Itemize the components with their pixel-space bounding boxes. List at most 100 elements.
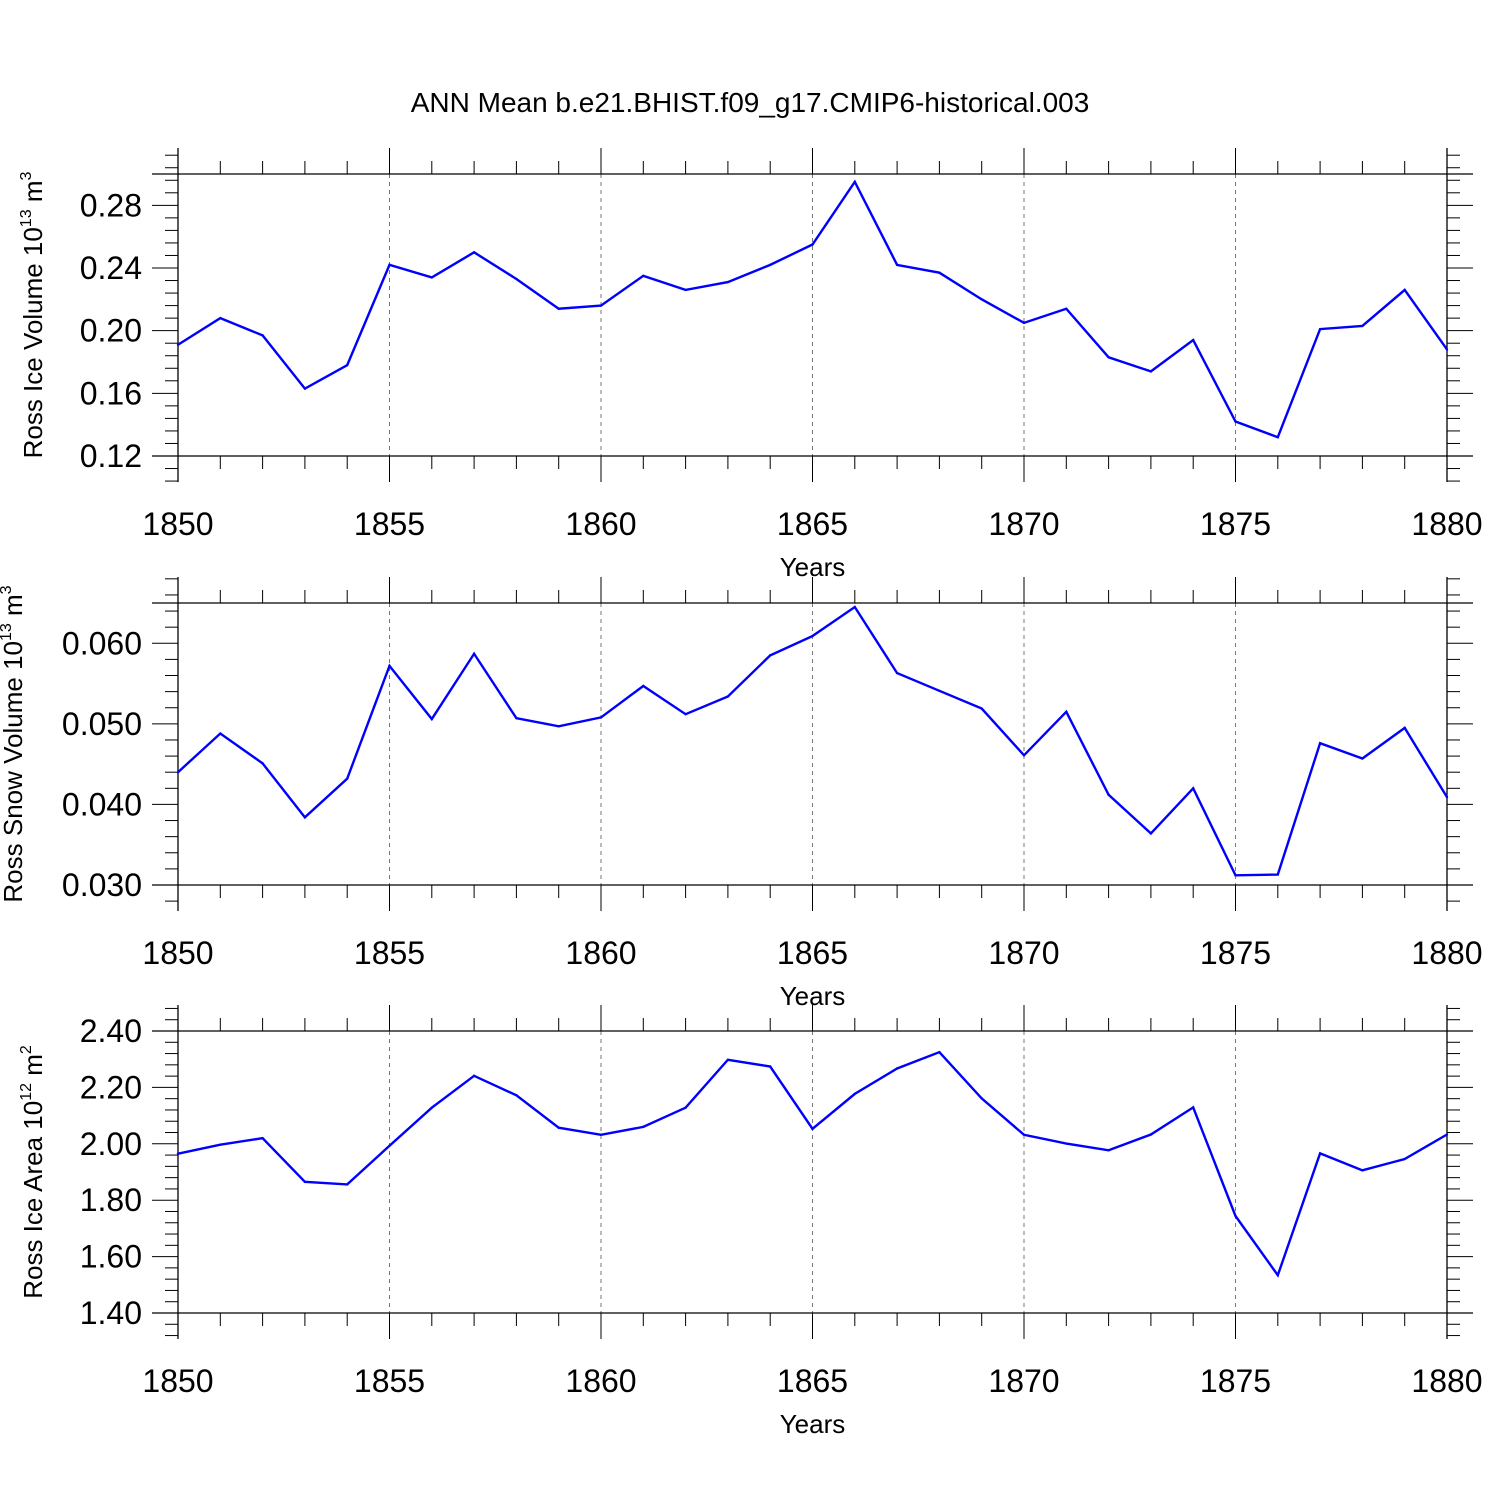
y-tick-label: 2.20 <box>80 1069 142 1105</box>
x-tick-label: 1855 <box>354 935 425 971</box>
data-point <box>980 707 983 710</box>
data-point <box>599 1133 603 1136</box>
data-point <box>684 712 687 716</box>
x-axis-label: Years <box>780 1409 846 1439</box>
data-point <box>1234 1214 1237 1218</box>
y-tick-label: 1.60 <box>80 1239 142 1275</box>
y-tick-label: 0.060 <box>62 625 142 661</box>
data-point <box>1107 1149 1110 1152</box>
data-point <box>1361 1169 1364 1172</box>
y-tick-label: 0.28 <box>80 187 142 223</box>
data-point <box>303 1180 307 1184</box>
data-point <box>853 1092 856 1096</box>
data-point <box>642 684 645 688</box>
data-point <box>1276 436 1280 439</box>
chart-title: ANN Mean b.e21.BHIST.f09_g17.CMIP6-histo… <box>411 87 1090 118</box>
data-point <box>219 1143 222 1146</box>
data-point <box>557 1126 560 1129</box>
data-point <box>811 1127 814 1131</box>
data-point <box>1149 370 1153 373</box>
data-point <box>1065 307 1068 310</box>
data-point <box>1276 1274 1280 1277</box>
data-point <box>472 1074 476 1078</box>
data-point <box>853 180 856 184</box>
data-point <box>642 274 645 278</box>
data-point <box>684 288 687 292</box>
panel-2: 0.030 0.040 0.050 0.060 1850 1855 1860 1865 1870… <box>0 577 1483 1011</box>
data-point <box>684 1106 687 1109</box>
data-point <box>1445 795 1449 799</box>
data-point <box>980 298 983 301</box>
x-tick-label: 1880 <box>1411 1363 1482 1399</box>
x-tick-label: 1870 <box>988 506 1059 542</box>
data-point <box>430 1106 433 1109</box>
data-point <box>1445 1133 1449 1136</box>
y-axis-label-main: Ross Ice Volume 10 <box>18 227 48 458</box>
data-point <box>176 771 180 774</box>
data-point <box>1192 1106 1195 1109</box>
x-tick-label: 1880 <box>1411 506 1482 542</box>
data-point <box>853 605 856 609</box>
data-point <box>1022 1133 1026 1136</box>
data-point <box>642 1125 645 1129</box>
data-point <box>1107 356 1110 359</box>
data-point <box>769 1065 772 1068</box>
data-point <box>1403 726 1406 730</box>
data-point <box>515 1094 518 1097</box>
y-tick-label: 1.80 <box>80 1182 142 1218</box>
data-point <box>895 263 899 267</box>
y-tick-label: 0.030 <box>62 867 142 903</box>
y-axis-label-main: Ross Snow Volume 10 <box>0 641 28 903</box>
data-point <box>599 304 603 307</box>
data-point <box>938 271 941 274</box>
x-tick-label: 1870 <box>988 935 1059 971</box>
y-axis-label-main: Ross Ice Area 10 <box>18 1101 48 1299</box>
x-tick-label: 1875 <box>1200 506 1271 542</box>
panel-1: 0.12 0.16 0.20 0.24 0.28 1850 1855 1860 1865 1870… <box>18 148 1483 582</box>
data-point <box>895 671 899 675</box>
data-point <box>769 654 772 657</box>
y-tick-label: 2.00 <box>80 1126 142 1162</box>
data-point <box>346 363 349 367</box>
data-point <box>176 343 180 346</box>
data-point <box>726 280 730 284</box>
data-point <box>1065 1142 1068 1145</box>
y-axis-label-unit-exponent: 2 <box>18 1045 35 1054</box>
x-tick-label: 1850 <box>142 506 213 542</box>
y-axis-label-unit-exponent: 3 <box>0 585 15 594</box>
data-point <box>346 1183 349 1186</box>
data-point <box>1403 1157 1406 1161</box>
data-point <box>472 251 476 254</box>
data-point <box>1107 793 1110 796</box>
data-point <box>176 1152 180 1155</box>
data-point <box>980 1097 983 1100</box>
x-tick-label: 1875 <box>1200 1363 1271 1399</box>
data-point <box>1445 348 1449 351</box>
data-point <box>1149 832 1153 835</box>
data-point <box>1022 321 1026 325</box>
data-point <box>895 1067 899 1070</box>
x-tick-label: 1880 <box>1411 935 1482 971</box>
y-axis-label: Ross Ice Volume 1013 m3 <box>18 171 48 458</box>
data-point <box>219 732 222 735</box>
panel-3: 1.40 1.60 1.80 2.00 2.20 2.40 1850 1855 1860 1865… <box>18 1005 1483 1439</box>
y-tick-label: 0.12 <box>80 438 142 474</box>
x-tick-label: 1850 <box>142 1363 213 1399</box>
x-tick-label: 1865 <box>777 935 848 971</box>
x-tick-label: 1865 <box>777 1363 848 1399</box>
data-point <box>557 307 560 310</box>
x-tick-label: 1875 <box>1200 935 1271 971</box>
data-point <box>938 1050 941 1054</box>
data-point <box>1318 327 1322 331</box>
x-tick-label: 1850 <box>142 935 213 971</box>
y-tick-label: 0.050 <box>62 706 142 742</box>
x-tick-label: 1860 <box>565 1363 636 1399</box>
y-axis-label-exponent: 13 <box>18 209 35 227</box>
data-point <box>1403 288 1406 292</box>
data-point <box>1361 757 1364 760</box>
data-point <box>726 695 730 698</box>
y-axis-label-unit: m <box>18 180 48 209</box>
y-tick-label: 0.16 <box>80 375 142 411</box>
data-point <box>811 634 814 638</box>
data-point <box>515 717 518 720</box>
